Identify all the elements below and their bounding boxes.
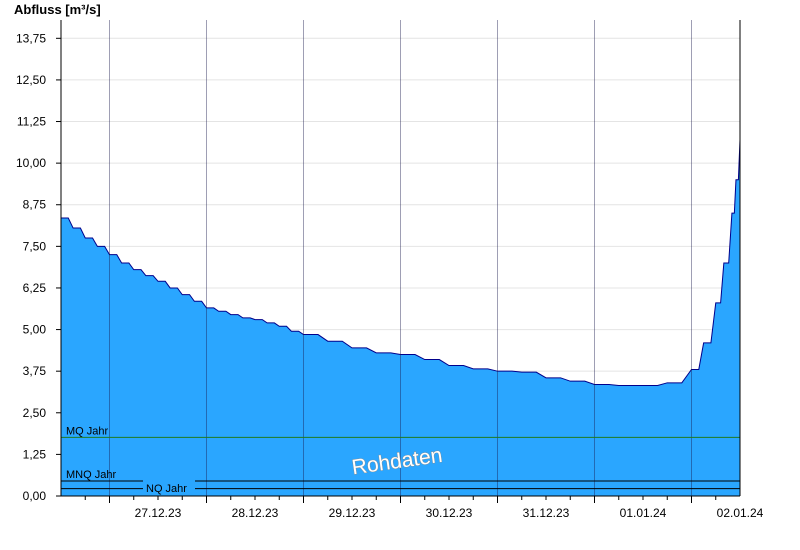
y-tick-label: 5,00: [23, 323, 47, 337]
y-tick-label: 8,75: [23, 198, 47, 212]
reference-lines: MQ Jahr MNQ Jahr NQ Jahr: [61, 425, 740, 495]
axes: 0,00 1,25 2,50 3,75 5,00 6,25 7,50 8,75 10,00 11,…: [16, 20, 764, 520]
reference-label: MNQ Jahr: [66, 469, 116, 481]
area-layer: [61, 139, 741, 497]
y-tick-label: 0,00: [23, 489, 47, 503]
x-tick-label: 02.01.24: [717, 506, 764, 520]
x-tick-label: 27.12.23: [135, 506, 182, 520]
y-tick-label: 6,25: [23, 281, 47, 295]
x-tick-label: 31.12.23: [523, 506, 570, 520]
y-tick-label: 7,50: [23, 239, 47, 253]
x-tick-label: 28.12.23: [232, 506, 279, 520]
reference-label: MQ Jahr: [66, 425, 109, 437]
discharge-area: [61, 139, 740, 497]
y-tick-label: 10,00: [16, 156, 46, 170]
y-tick-label: 1,25: [23, 447, 47, 461]
discharge-line: [61, 139, 741, 386]
x-tick-label: 30.12.23: [426, 506, 473, 520]
y-tick-label: 13,75: [16, 31, 46, 45]
x-tick-label: 29.12.23: [329, 506, 376, 520]
y-tick-label: 11,25: [17, 115, 46, 129]
y-tick-label: 12,50: [16, 73, 46, 87]
vertical-grid-layer: [109, 20, 692, 496]
x-tick-label: 01.01.24: [620, 506, 667, 520]
reference-label: NQ Jahr: [146, 483, 187, 495]
reference-label-bg: [143, 478, 195, 491]
y-tick-label: 3,75: [23, 364, 47, 378]
y-tick-label: 2,50: [23, 406, 47, 420]
y-axis-title: Abfluss [m³/s]: [14, 2, 101, 17]
